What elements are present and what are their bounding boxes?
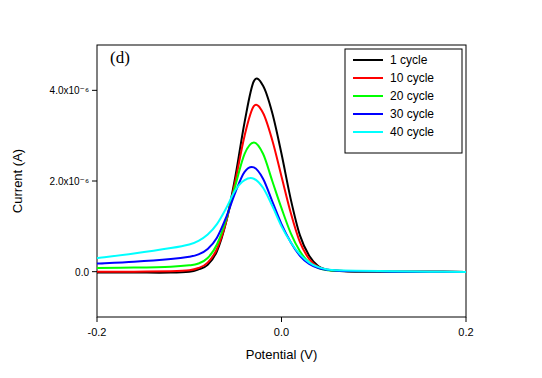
x-tick: [97, 317, 98, 322]
x-axis-label: Potential (V): [246, 347, 318, 362]
x-tick-label: 0.2: [458, 326, 473, 338]
y-tick-label: 0.0: [75, 267, 89, 278]
legend-box: [345, 49, 462, 153]
series-line: [97, 105, 466, 272]
x-tick-label: -0.2: [88, 326, 107, 338]
legend-label: 40 cycle: [390, 125, 434, 139]
plot-frame: [97, 45, 466, 317]
y-tick-label: 2.0x10⁻⁶: [50, 176, 89, 187]
legend-swatch: [353, 77, 383, 79]
series-line: [97, 178, 466, 272]
series-line: [97, 167, 466, 272]
panel-label: (d): [110, 48, 130, 67]
legend-swatch: [353, 95, 383, 97]
y-tick: [92, 271, 97, 272]
legend-label: 1 cycle: [390, 53, 428, 67]
y-tick: [92, 90, 97, 91]
series-line: [97, 79, 466, 273]
x-tick-label: 0.0: [274, 326, 289, 338]
chart: -0.2 0.0 0.2 0.0 2.0x10⁻⁶ 4.0x10⁻⁶ Potential (…: [0, 0, 542, 378]
y-tick-label: 4.0x10⁻⁶: [50, 85, 89, 96]
legend-label: 10 cycle: [390, 71, 434, 85]
legend-swatch: [353, 113, 383, 115]
legend-swatch: [353, 131, 383, 133]
y-axis-label: Current (A): [10, 149, 25, 213]
legend-swatch: [353, 59, 383, 61]
series-line: [97, 142, 466, 272]
series-group: [97, 79, 466, 273]
legend-label: 30 cycle: [390, 107, 434, 121]
y-tick: [92, 181, 97, 182]
legend: 1 cycle 10 cycle 20 cycle 30 cycle 40 cycle: [345, 49, 462, 153]
x-tick: [281, 317, 282, 322]
x-tick: [466, 317, 467, 322]
legend-label: 20 cycle: [390, 89, 434, 103]
